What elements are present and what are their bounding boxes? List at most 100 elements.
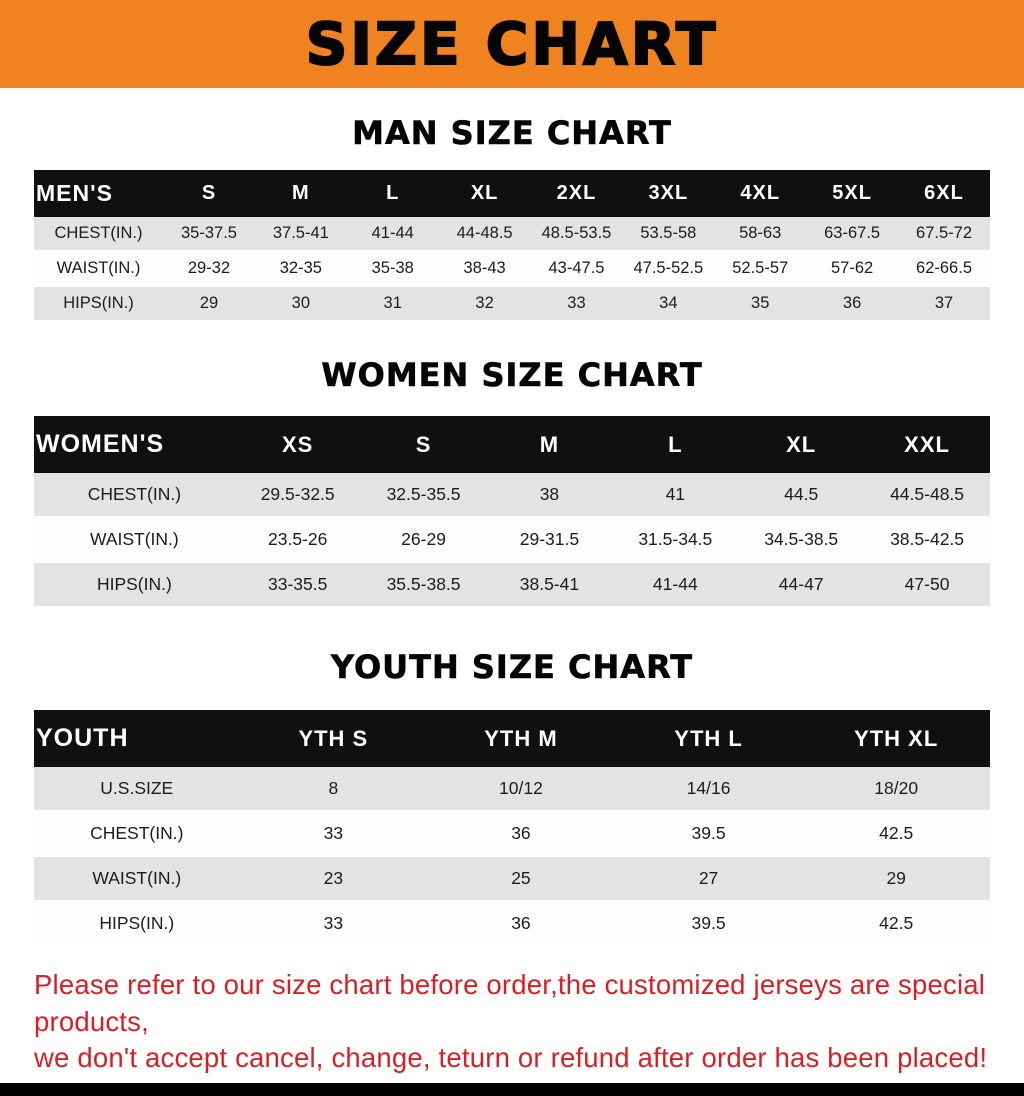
table-cell: 29-31.5 <box>519 529 580 549</box>
table-row: HIPS(IN.) 33 36 39.5 42.5 <box>34 901 990 946</box>
table-cell: 57-62 <box>831 259 874 277</box>
column-header: YTH XL <box>802 710 990 767</box>
table-row: CHEST(IN.) 29.5-32.5 32.5-35.5 38 41 44.5 44.5… <box>34 473 990 517</box>
table-cell: 27 <box>698 868 719 888</box>
table-title-cell: WOMEN'S <box>34 416 235 473</box>
table-cell: 29.5-32.5 <box>260 484 335 504</box>
table-title-cell: MEN'S <box>34 170 164 217</box>
table-header-row: MEN'S S M L XL 2XL 3XL 4XL 5XL 6XL <box>34 170 990 217</box>
table-cell: 32 <box>475 294 494 312</box>
table-cell: 35-37.5 <box>181 224 237 242</box>
column-header: 3XL <box>622 170 715 217</box>
column-header: S <box>163 170 255 217</box>
disclaimer-line-1: Please refer to our size chart before or… <box>34 969 986 1037</box>
women-size-table: WOMEN'S XS S M L XL XXL CHEST(IN.) 29.5-32.5 32.5… <box>34 416 990 608</box>
table-cell: 25 <box>511 868 531 888</box>
man-size-section: MAN SIZE CHART MEN'S S M L XL 2XL 3XL 4XL 5XL 6XL… <box>0 114 1024 322</box>
column-header: S <box>360 416 487 473</box>
row-label: CHEST(IN.) <box>54 224 143 242</box>
row-label: U.S.SIZE <box>100 778 174 798</box>
table-row: WAIST(IN.) 23.5-26 26-29 29-31.5 31.5-34.5 34… <box>34 517 990 562</box>
table-cell: 33 <box>323 913 344 933</box>
size-chart-banner: SIZE CHART <box>0 0 1024 88</box>
table-row: CHEST(IN.) 33 36 39.5 42.5 <box>34 811 990 856</box>
table-cell: 18/20 <box>874 778 919 798</box>
table-cell: 52.5-57 <box>732 259 789 277</box>
table-cell: 31 <box>383 294 402 312</box>
table-cell: 53.5-58 <box>640 224 697 242</box>
table-cell: 62-66.5 <box>916 259 972 277</box>
table-cell: 36 <box>842 294 862 312</box>
disclaimer-text: Please refer to our size chart before or… <box>0 947 1024 1083</box>
youth-section-heading: YOUTH SIZE CHART <box>330 648 694 687</box>
column-header: 5XL <box>806 170 899 217</box>
table-cell: 63-67.5 <box>824 224 881 242</box>
column-header: YTH M <box>427 710 615 767</box>
table-cell: 41-44 <box>652 574 698 594</box>
table-cell: 44.5 <box>784 484 819 504</box>
table-cell: 10/12 <box>499 778 543 798</box>
column-header: M <box>486 416 613 473</box>
table-cell: 43-47.5 <box>548 259 605 277</box>
table-cell: 33 <box>323 823 344 843</box>
table-cell: 58-63 <box>739 224 782 242</box>
table-cell: 23 <box>323 868 344 888</box>
row-label: HIPS(IN.) <box>63 294 134 312</box>
table-cell: 41 <box>665 484 686 504</box>
table-cell: 35.5-38.5 <box>386 574 461 594</box>
column-header: M <box>254 170 347 217</box>
table-cell: 29 <box>199 294 219 312</box>
table-row: WAIST(IN.) 23 25 27 29 <box>34 856 990 901</box>
table-cell: 23.5-26 <box>268 529 328 549</box>
table-cell: 44-47 <box>778 574 824 594</box>
column-header: XL <box>438 170 531 217</box>
row-label: WAIST(IN.) <box>56 259 141 277</box>
table-cell: 48.5-53.5 <box>541 224 612 242</box>
disclaimer-line-2: we don't accept cancel, change, teturn o… <box>34 1042 988 1074</box>
row-label: WAIST(IN.) <box>92 868 182 888</box>
table-cell: 34.5-38.5 <box>764 529 839 549</box>
table-cell: 33 <box>567 294 586 312</box>
table-cell: 29 <box>886 868 906 888</box>
table-cell: 38.5-42.5 <box>890 529 965 549</box>
row-label: WAIST(IN.) <box>89 529 179 549</box>
women-size-section: WOMEN SIZE CHART WOMEN'S XS S M L XL XXL CHEST(… <box>0 356 1024 608</box>
table-cell: 32-35 <box>279 259 322 277</box>
table-cell: 39.5 <box>691 913 726 933</box>
row-label: CHEST(IN.) <box>87 484 182 504</box>
column-header: XXL <box>864 416 990 473</box>
table-row: U.S.SIZE 8 10/12 14/16 18/20 <box>34 767 990 811</box>
women-section-heading: WOMEN SIZE CHART <box>321 356 703 395</box>
table-cell: 36 <box>511 823 531 843</box>
table-cell: 34 <box>659 294 678 312</box>
youth-size-table: YOUTH YTH S YTH M YTH L YTH XL U.S.SIZE 8 10/12… <box>34 710 990 947</box>
column-header: L <box>346 170 439 217</box>
table-cell: 38-43 <box>463 259 506 277</box>
table-cell: 31.5-34.5 <box>638 529 713 549</box>
table-cell: 32.5-35.5 <box>386 484 461 504</box>
row-label: HIPS(IN.) <box>99 913 175 933</box>
bottom-black-bar <box>0 1082 1024 1096</box>
table-cell: 8 <box>328 778 339 798</box>
table-cell: 35 <box>751 294 770 312</box>
table-cell: 47-50 <box>904 574 950 594</box>
table-cell: 38.5-41 <box>519 574 580 594</box>
row-label: CHEST(IN.) <box>90 823 184 843</box>
table-cell: 42.5 <box>879 913 914 933</box>
table-cell: 44-48.5 <box>456 224 513 242</box>
column-header: 6XL <box>898 170 990 217</box>
table-cell: 44.5-48.5 <box>890 484 965 504</box>
table-cell: 26-29 <box>401 529 446 549</box>
table-row: CHEST(IN.) 35-37.5 37.5-41 41-44 44-48.5 48.5… <box>34 217 990 251</box>
youth-size-section: YOUTH SIZE CHART YOUTH YTH S YTH M YTH L YTH… <box>0 648 1024 947</box>
table-row: WAIST(IN.) 29-32 32-35 35-38 38-43 43-47.5 47.… <box>34 251 990 286</box>
table-cell: 47.5-52.5 <box>633 259 704 277</box>
table-cell: 35-38 <box>371 259 414 277</box>
table-title-cell: YOUTH <box>34 710 240 767</box>
size-chart-content: MAN SIZE CHART MEN'S S M L XL 2XL 3XL 4XL 5XL 6XL… <box>0 88 1024 1083</box>
table-cell: 67.5-72 <box>916 224 972 242</box>
column-header: XL <box>738 416 865 473</box>
table-cell: 39.5 <box>691 823 726 843</box>
table-cell: 42.5 <box>879 823 914 843</box>
table-header-row: WOMEN'S XS S M L XL XXL <box>34 416 990 473</box>
